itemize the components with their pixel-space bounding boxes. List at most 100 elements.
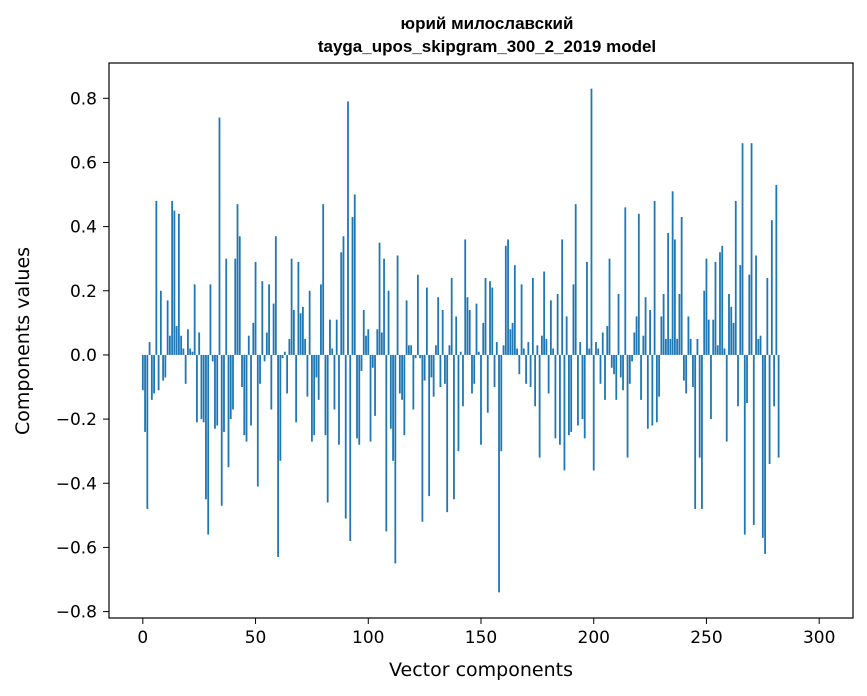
bar-51 — [256, 354, 259, 487]
bar-73 — [306, 354, 309, 397]
bar-139 — [455, 316, 458, 355]
bar-243 — [689, 338, 692, 355]
bar-1 — [144, 354, 146, 432]
bar-216 — [628, 354, 631, 384]
bar-44 — [241, 354, 243, 388]
bar-46 — [245, 354, 248, 442]
bar-191 — [572, 284, 575, 355]
bar-208 — [610, 354, 613, 368]
bar-265 — [739, 265, 742, 355]
bar-137 — [450, 277, 453, 355]
bar-98 — [362, 310, 365, 355]
bar-281 — [775, 184, 778, 355]
bar-128 — [430, 354, 433, 378]
bar-100 — [367, 329, 370, 355]
bar-250 — [705, 258, 708, 355]
bar-238 — [678, 293, 681, 355]
bar-111 — [392, 354, 394, 461]
bar-99 — [365, 335, 367, 355]
bar-47 — [247, 335, 250, 355]
bar-76 — [313, 354, 316, 436]
y-tick-label: −0.8 — [56, 603, 97, 623]
x-tick-label: 250 — [690, 628, 722, 648]
bar-149 — [477, 351, 480, 355]
bar-272 — [755, 255, 757, 355]
bar-248 — [701, 354, 703, 509]
bar-93 — [351, 216, 354, 355]
bar-212 — [619, 354, 622, 378]
bar-136 — [448, 345, 451, 355]
bar-48 — [250, 354, 252, 426]
bar-188 — [565, 316, 568, 355]
bar-273 — [757, 338, 760, 355]
bar-271 — [752, 354, 755, 525]
bar-2 — [146, 354, 149, 509]
bar-102 — [371, 354, 374, 368]
bar-196 — [583, 354, 586, 439]
bar-168 — [520, 284, 523, 355]
bar-262 — [732, 322, 735, 355]
bar-124 — [421, 354, 424, 522]
bar-221 — [640, 354, 642, 400]
bar-260 — [728, 293, 730, 355]
bar-157 — [495, 342, 498, 355]
bar-55 — [265, 332, 268, 355]
bar-237 — [676, 338, 679, 355]
bar-13 — [171, 200, 174, 355]
bar-211 — [617, 293, 620, 355]
bar-264 — [737, 354, 739, 407]
bar-42 — [236, 204, 239, 355]
bar-72 — [304, 338, 307, 355]
bar-45 — [243, 354, 246, 436]
bar-222 — [642, 335, 645, 355]
bar-234 — [669, 338, 672, 355]
bar-59 — [274, 236, 277, 355]
bar-78 — [317, 354, 320, 400]
bar-228 — [655, 354, 658, 423]
bar-200 — [592, 354, 595, 471]
x-tick-label: 0 — [137, 628, 148, 648]
bar-156 — [493, 354, 496, 388]
bar-17 — [180, 335, 183, 355]
bar-131 — [437, 297, 440, 355]
y-tick-label: 0.6 — [70, 153, 97, 173]
chart-title: юрий милославский — [401, 14, 574, 33]
bar-144 — [466, 297, 469, 355]
bar-50 — [254, 261, 257, 355]
y-tick-label: 0.8 — [70, 89, 97, 109]
bar-185 — [559, 354, 561, 445]
bar-27 — [202, 354, 205, 423]
bar-138 — [453, 354, 455, 500]
bar-160 — [502, 345, 505, 355]
bar-215 — [626, 354, 629, 458]
bar-101 — [369, 354, 372, 442]
x-axis-label: Vector components — [389, 659, 573, 681]
bar-180 — [547, 354, 550, 394]
y-tick-label: −0.2 — [56, 410, 97, 430]
x-tick-label: 200 — [578, 628, 610, 648]
bar-22 — [191, 351, 194, 355]
y-tick-label: 0.4 — [70, 218, 97, 238]
bar-223 — [644, 297, 647, 355]
bar-91 — [347, 101, 349, 355]
bar-90 — [344, 354, 347, 519]
bar-178 — [543, 271, 546, 355]
y-tick-label: 0.0 — [70, 346, 97, 366]
bar-53 — [261, 281, 264, 355]
bar-229 — [658, 354, 661, 397]
bar-205 — [604, 354, 606, 400]
bar-30 — [209, 284, 212, 355]
bar-176 — [538, 354, 541, 458]
bar-18 — [182, 348, 185, 355]
bar-14 — [173, 210, 176, 355]
bar-36 — [223, 354, 225, 432]
bar-189 — [568, 354, 570, 436]
bar-231 — [662, 293, 665, 355]
bar-122 — [416, 274, 419, 355]
bar-155 — [491, 287, 494, 355]
bar-277 — [766, 277, 769, 355]
bar-52 — [259, 354, 261, 384]
bar-117 — [405, 300, 408, 355]
x-tick-label: 150 — [465, 628, 497, 648]
bar-258 — [723, 348, 726, 355]
